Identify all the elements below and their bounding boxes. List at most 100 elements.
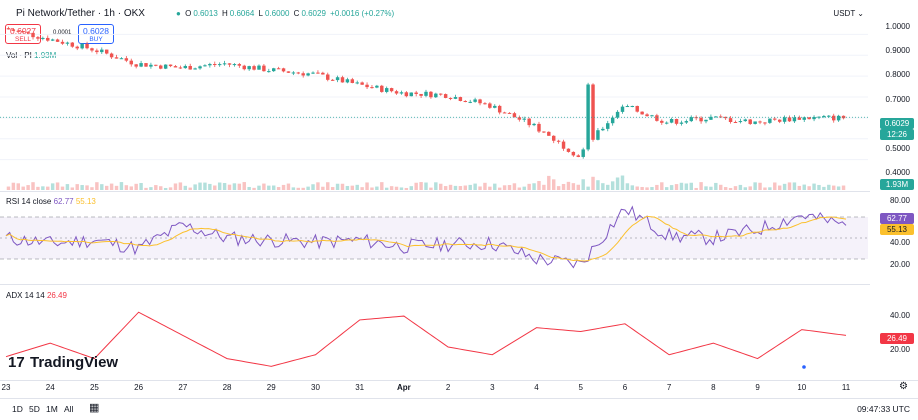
candle-body bbox=[31, 32, 35, 38]
pane-divider[interactable] bbox=[0, 284, 870, 285]
volume-bar bbox=[841, 185, 846, 190]
candle-body bbox=[36, 37, 40, 39]
volume-bar bbox=[547, 175, 551, 190]
candle-body bbox=[242, 65, 246, 70]
candle-body bbox=[807, 117, 811, 120]
time-label: 29 bbox=[266, 383, 276, 392]
time-label: 8 bbox=[711, 383, 716, 392]
close-value: 0.6029 bbox=[301, 9, 326, 18]
tradingview-logo-icon: 17 bbox=[8, 354, 25, 371]
volume-bar bbox=[738, 184, 743, 190]
candle-body bbox=[827, 115, 831, 117]
volume-bar bbox=[424, 182, 428, 190]
time-label: 11 bbox=[841, 383, 851, 392]
candle-body bbox=[389, 88, 394, 92]
volume-bar bbox=[522, 186, 526, 190]
pane-divider[interactable] bbox=[0, 191, 870, 192]
candle-body bbox=[257, 65, 261, 70]
adx-legend[interactable]: ADX 14 14 26.49 bbox=[6, 291, 67, 300]
candle-body bbox=[237, 64, 242, 66]
time-label: 30 bbox=[311, 383, 320, 392]
volume-bar bbox=[832, 185, 836, 190]
adx-value-tag: 26.49 bbox=[880, 333, 914, 344]
volume-bar bbox=[601, 183, 605, 190]
adx-line bbox=[5, 311, 847, 367]
volume-bar bbox=[797, 185, 802, 190]
symbol-title[interactable]: Pi Network/Tether · 1h · OKX bbox=[16, 8, 145, 19]
candle-body bbox=[276, 68, 281, 70]
candle-body bbox=[753, 121, 757, 124]
currency-selector[interactable]: USDT ⌄ bbox=[833, 9, 864, 18]
volume-tag: 1.93M bbox=[880, 179, 914, 190]
candle-body bbox=[537, 123, 541, 132]
candle-body bbox=[70, 42, 75, 47]
utc-clock[interactable]: 09:47:33 UTC bbox=[857, 404, 910, 414]
rsi-chart[interactable] bbox=[0, 192, 870, 284]
volume-bar bbox=[159, 186, 163, 190]
candle-body bbox=[463, 101, 468, 103]
candle-body bbox=[203, 65, 207, 67]
candle-body bbox=[615, 111, 620, 118]
candle-body bbox=[16, 30, 20, 32]
adx-chart[interactable] bbox=[0, 285, 870, 380]
time-label: 4 bbox=[534, 383, 539, 392]
volume-bar bbox=[453, 185, 458, 190]
candle-body bbox=[139, 63, 143, 67]
candle-body bbox=[272, 68, 276, 72]
buy-price: 0.6028 bbox=[83, 26, 109, 36]
volume-bar bbox=[60, 186, 65, 190]
volume-bar bbox=[630, 185, 635, 190]
date-range-calendar-icon[interactable]: ▦ bbox=[89, 402, 100, 414]
volume-bar bbox=[704, 186, 708, 190]
volume-bar bbox=[198, 182, 202, 190]
volume-bar bbox=[65, 184, 70, 190]
timeframe-5d[interactable]: 5D bbox=[29, 404, 40, 414]
volume-bar bbox=[645, 187, 649, 190]
rsi-tick: 20.00 bbox=[889, 260, 910, 269]
candle-body bbox=[552, 135, 556, 141]
settings-gear-icon[interactable]: ⚙ bbox=[899, 381, 908, 392]
volume-bar bbox=[532, 183, 536, 190]
time-label: 6 bbox=[622, 383, 628, 392]
price-chart[interactable] bbox=[0, 0, 870, 192]
timeframe-1d[interactable]: 1D bbox=[12, 404, 23, 414]
volume-bar bbox=[222, 183, 227, 190]
volume-bar bbox=[168, 187, 173, 190]
volume-bar bbox=[596, 180, 600, 190]
candle-body bbox=[198, 66, 202, 69]
time-label: 27 bbox=[178, 383, 188, 392]
volume-bar bbox=[753, 182, 757, 190]
volume-bar bbox=[139, 183, 143, 190]
volume-bar bbox=[267, 185, 271, 190]
volume-bar bbox=[748, 186, 752, 190]
last-price-tag: 0.6029 bbox=[880, 118, 914, 129]
time-label: 9 bbox=[755, 383, 760, 392]
volume-bar bbox=[699, 182, 703, 190]
candle-body bbox=[100, 49, 104, 53]
candle-body bbox=[335, 77, 340, 81]
candle-body bbox=[748, 119, 752, 124]
volume-bar bbox=[203, 182, 207, 190]
volume-bar bbox=[773, 182, 777, 190]
time-axis[interactable] bbox=[0, 380, 918, 396]
candle-body bbox=[522, 118, 526, 120]
volume-bar bbox=[664, 187, 669, 190]
volume-bar bbox=[70, 187, 75, 190]
rsi-legend[interactable]: RSI 14 close 62.77 55.13 bbox=[6, 197, 96, 206]
candle-body bbox=[119, 58, 124, 60]
volume-bar bbox=[173, 183, 178, 190]
candle-body bbox=[340, 77, 345, 83]
volume-bar bbox=[650, 187, 654, 190]
volume-bar bbox=[802, 184, 806, 190]
volume-bar bbox=[792, 182, 797, 190]
candle-body bbox=[507, 112, 512, 114]
timeframe-all[interactable]: All bbox=[64, 404, 74, 414]
time-label: 25 bbox=[89, 383, 99, 392]
volume-bar bbox=[90, 187, 94, 190]
candle-body bbox=[679, 122, 684, 124]
timeframe-1m[interactable]: 1M bbox=[46, 404, 58, 414]
tradingview-logo[interactable]: 17 TradingView bbox=[8, 354, 118, 371]
adx-legend-label: ADX 14 14 bbox=[6, 291, 45, 300]
volume-bar bbox=[782, 183, 787, 190]
volume-bar bbox=[75, 184, 79, 190]
